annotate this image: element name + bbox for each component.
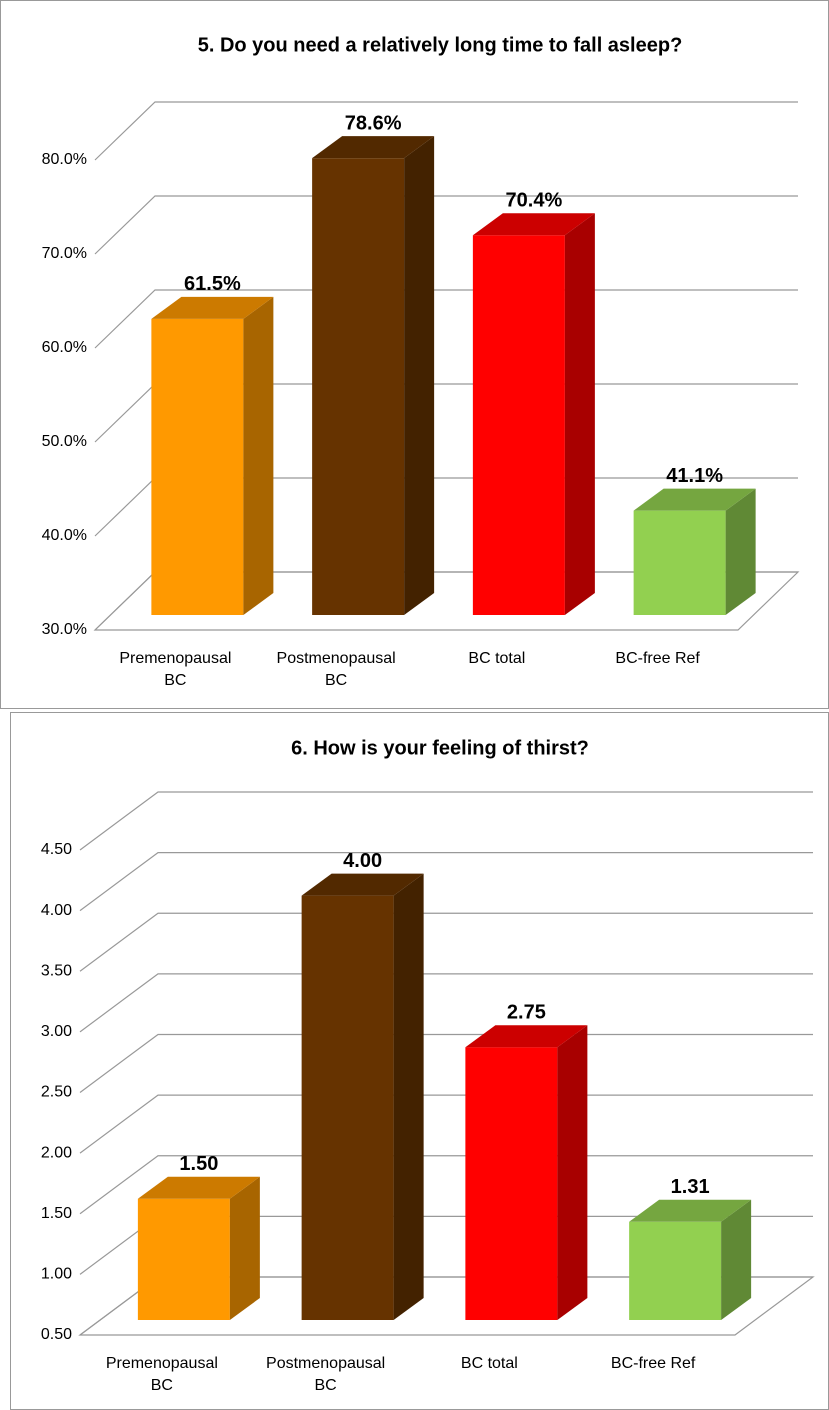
grid-line: [79, 1155, 813, 1215]
grid-line: [79, 912, 813, 972]
bar-side: [229, 1176, 260, 1320]
bar-side: [721, 1199, 752, 1320]
value-label: 4.00: [343, 850, 382, 872]
y-tick-label: 1.50: [41, 1205, 72, 1222]
y-tick-label: 50.0%: [42, 433, 87, 450]
grid-line: [79, 973, 813, 1033]
x-tick-label: BC total: [468, 650, 526, 667]
y-tick-label: 3.00: [41, 1023, 72, 1040]
bar-front: [312, 158, 405, 615]
x-tick-label: Postmenopausal BC: [266, 1355, 386, 1394]
bar-front: [301, 895, 394, 1320]
x-tick-label: BC total: [460, 1355, 518, 1372]
bar-front: [472, 235, 565, 616]
y-tick-label: 1.00: [41, 1266, 72, 1283]
y-tick-label: 4.50: [41, 841, 72, 858]
y-tick-label: 30.0%: [42, 621, 87, 638]
bar-top: [465, 1025, 588, 1048]
bar-top: [629, 1199, 752, 1222]
chart-title: 6. How is your feeling of thirst?: [291, 737, 589, 759]
x-tick-label: BC-free Ref: [615, 650, 700, 667]
bar-side: [404, 136, 435, 615]
bar-top: [633, 488, 756, 511]
value-label: 61.5%: [184, 273, 241, 295]
value-label: 1.31: [671, 1176, 710, 1198]
y-tick-label: 60.0%: [42, 339, 87, 356]
bar-front: [137, 1198, 230, 1320]
grid-line: [79, 791, 813, 851]
grid-line: [94, 101, 798, 161]
value-label: 41.1%: [666, 465, 723, 487]
y-tick-label: 80.0%: [42, 151, 87, 168]
bar-top: [312, 136, 435, 159]
bar-side: [557, 1025, 588, 1320]
y-tick-label: 4.00: [41, 902, 72, 919]
y-tick-label: 40.0%: [42, 527, 87, 544]
y-tick-label: 3.50: [41, 962, 72, 979]
bar-top: [301, 873, 424, 896]
y-tick-label: 70.0%: [42, 245, 87, 262]
grid-line: [79, 1033, 813, 1093]
value-label: 78.6%: [345, 112, 402, 134]
grid-line: [79, 1094, 813, 1154]
grid-line: [79, 852, 813, 912]
value-label: 1.50: [179, 1153, 218, 1175]
grid-line: [94, 195, 798, 255]
bar-front: [151, 318, 244, 615]
bar-side: [564, 213, 595, 616]
bar-side: [243, 296, 274, 615]
x-tick-label: Premenopausal BC: [119, 650, 232, 689]
value-label: 2.75: [507, 1001, 546, 1023]
bar-front: [633, 510, 726, 615]
y-tick-label: 2.50: [41, 1084, 72, 1101]
bar-side: [725, 488, 756, 615]
bar-side: [393, 873, 424, 1320]
bar-top: [151, 296, 274, 319]
bar-front: [629, 1221, 722, 1320]
bar-front: [465, 1047, 558, 1320]
chart-title: 5. Do you need a relatively long time to…: [198, 34, 683, 56]
x-tick-label: Premenopausal BC: [105, 1355, 218, 1394]
bar-top: [472, 213, 595, 236]
y-tick-label: 2.00: [41, 1144, 72, 1161]
value-label: 70.4%: [506, 190, 563, 212]
y-tick-label: 0.50: [41, 1326, 72, 1343]
x-tick-label: BC-free Ref: [610, 1355, 696, 1372]
bar-top: [137, 1176, 260, 1199]
x-tick-label: Postmenopausal BC: [276, 650, 396, 689]
